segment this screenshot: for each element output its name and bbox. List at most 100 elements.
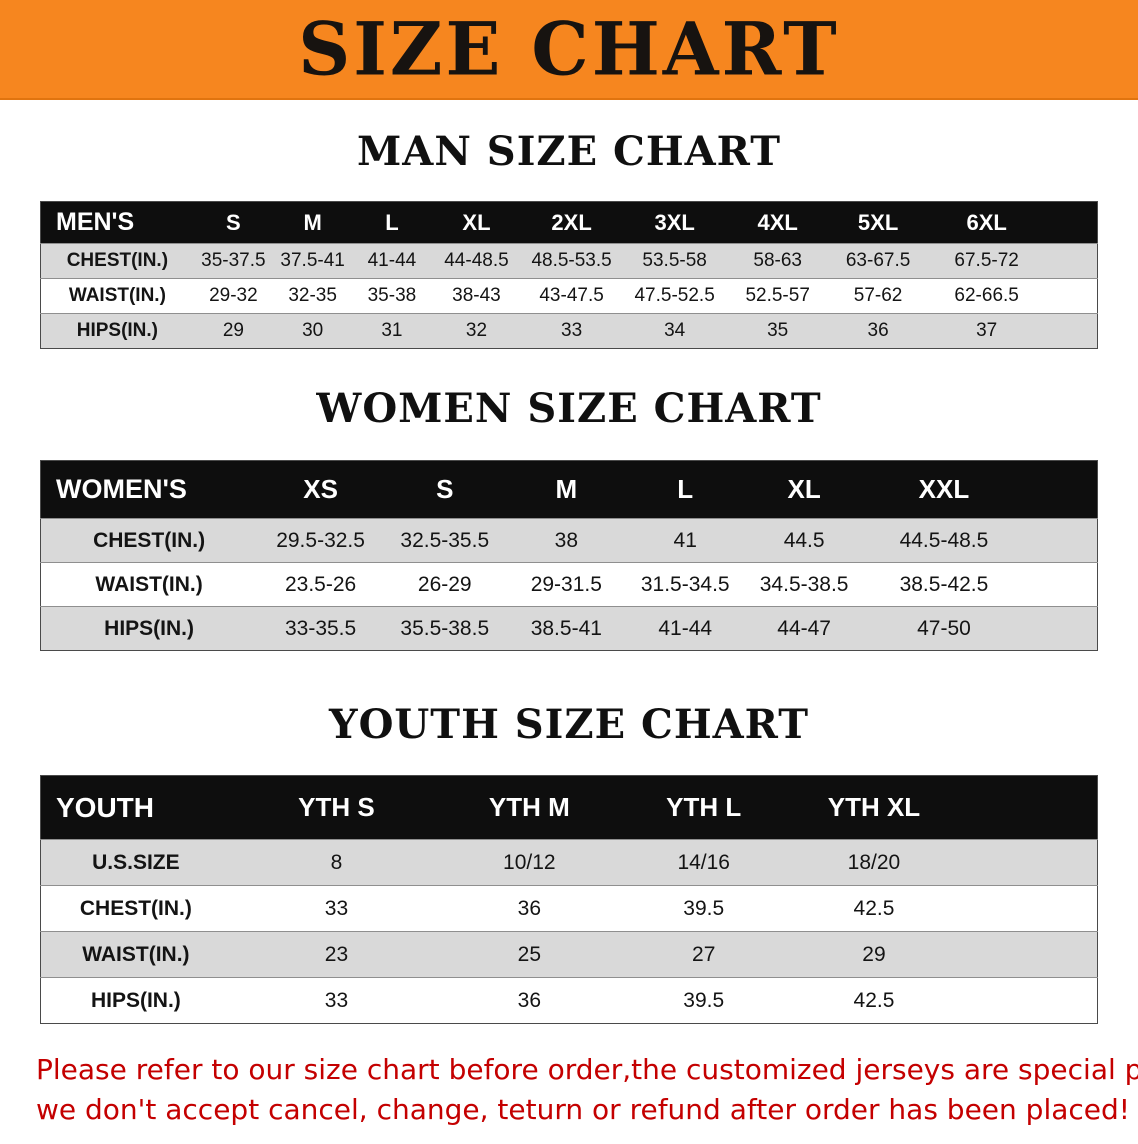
- size-column-header: S: [384, 460, 506, 519]
- men-size-chart-heading: MAN SIZE CHART: [357, 128, 781, 175]
- table-title-cell: WOMEN'S: [40, 460, 258, 519]
- youth-size-chart-section: YOUTH SIZE CHART YOUTH YTH S YTH M YTH L YTH…: [0, 701, 1138, 1024]
- size-column-header: L: [352, 201, 432, 244]
- size-value-cell: 27: [616, 931, 791, 978]
- table-row: CHEST(IN.) 33 36 39.5 42.5: [40, 885, 1098, 932]
- size-value-cell: 37: [928, 313, 1098, 349]
- size-value-cell: 33: [230, 977, 443, 1024]
- size-chart-content: MAN SIZE CHART MEN'S S M L XL 2XL 3XL 4XL 5XL 6XL…: [0, 128, 1138, 1024]
- size-value-cell: 18/20: [790, 839, 1098, 886]
- size-value-cell: 48.5-53.5: [521, 243, 622, 279]
- size-value-cell: 25: [442, 931, 617, 978]
- size-column-header: S: [193, 201, 274, 244]
- size-column-header: YTH M: [442, 775, 617, 840]
- row-label-cell: HIPS(IN.): [40, 977, 231, 1024]
- youth-size-table: YOUTH YTH S YTH M YTH L YTH XL U.S.SIZE 8 10/12…: [40, 775, 1098, 1024]
- size-value-cell: 39.5: [616, 977, 791, 1024]
- size-value-cell: 29.5-32.5: [257, 518, 384, 563]
- size-column-header: YTH L: [616, 775, 791, 840]
- size-value-cell: 38: [505, 518, 628, 563]
- table-header-row: MEN'S S M L XL 2XL 3XL 4XL 5XL 6XL: [40, 201, 1098, 244]
- size-column-header: M: [273, 201, 353, 244]
- table-header-row: WOMEN'S XS S M L XL XXL: [40, 460, 1098, 519]
- men-size-table: MEN'S S M L XL 2XL 3XL 4XL 5XL 6XL CHEST(IN.) 35-37…: [40, 201, 1098, 349]
- row-label-cell: U.S.SIZE: [40, 839, 231, 886]
- size-column-header: YTH XL: [790, 775, 1098, 840]
- size-value-cell: 47.5-52.5: [621, 278, 728, 314]
- men-size-chart-section: MAN SIZE CHART MEN'S S M L XL 2XL 3XL 4XL 5XL 6XL…: [0, 128, 1138, 349]
- table-title-cell: YOUTH: [40, 775, 231, 840]
- size-value-cell: 33: [521, 313, 622, 349]
- size-column-header: YTH S: [230, 775, 443, 840]
- size-column-header: XL: [431, 201, 522, 244]
- women-size-chart-heading: WOMEN SIZE CHART: [316, 385, 822, 432]
- size-value-cell: 23.5-26: [257, 562, 384, 607]
- size-value-cell: 34.5-38.5: [743, 562, 865, 607]
- size-value-cell: 23: [230, 931, 443, 978]
- women-size-chart-section: WOMEN SIZE CHART WOMEN'S XS S M L XL XXL CHEST(…: [0, 385, 1138, 651]
- size-chart-banner: SIZE CHART: [0, 0, 1138, 100]
- size-value-cell: 33-35.5: [257, 606, 384, 651]
- size-value-cell: 44.5: [743, 518, 865, 563]
- women-size-table: WOMEN'S XS S M L XL XXL CHEST(IN.) 29.5-32.5 32.5…: [40, 460, 1098, 651]
- size-value-cell: 34: [621, 313, 728, 349]
- table-row: CHEST(IN.) 29.5-32.5 32.5-35.5 38 41 44.5 44.5…: [40, 518, 1098, 563]
- table-row: WAIST(IN.) 23 25 27 29: [40, 931, 1098, 978]
- table-row: WAIST(IN.) 23.5-26 26-29 29-31.5 31.5-34.5 34…: [40, 562, 1098, 607]
- size-value-cell: 31: [352, 313, 432, 349]
- size-value-cell: 44-48.5: [431, 243, 522, 279]
- size-value-cell: 14/16: [616, 839, 791, 886]
- size-value-cell: 39.5: [616, 885, 791, 932]
- table-row: U.S.SIZE 8 10/12 14/16 18/20: [40, 839, 1098, 886]
- size-value-cell: 58-63: [727, 243, 828, 279]
- size-value-cell: 26-29: [384, 562, 506, 607]
- youth-size-chart-heading: YOUTH SIZE CHART: [329, 701, 809, 748]
- size-value-cell: 63-67.5: [827, 243, 929, 279]
- size-value-cell: 44.5-48.5: [864, 518, 1098, 563]
- row-label-cell: WAIST(IN.): [40, 562, 258, 607]
- size-value-cell: 52.5-57: [727, 278, 828, 314]
- size-value-cell: 41: [627, 518, 744, 563]
- size-value-cell: 32: [431, 313, 522, 349]
- table-row: HIPS(IN.) 33-35.5 35.5-38.5 38.5-41 41-44 44-…: [40, 606, 1098, 651]
- table-header-row: YOUTH YTH S YTH M YTH L YTH XL: [40, 775, 1098, 840]
- size-column-header: 3XL: [621, 201, 728, 244]
- size-column-header: 6XL: [928, 201, 1098, 244]
- size-value-cell: 44-47: [743, 606, 865, 651]
- size-value-cell: 36: [827, 313, 929, 349]
- size-value-cell: 37.5-41: [273, 243, 353, 279]
- row-label-cell: HIPS(IN.): [40, 313, 194, 349]
- size-value-cell: 29-32: [193, 278, 274, 314]
- size-value-cell: 36: [442, 977, 617, 1024]
- size-value-cell: 32.5-35.5: [384, 518, 506, 563]
- size-value-cell: 29: [790, 931, 1098, 978]
- disclaimer-line-2: we don't accept cancel, change, teturn o…: [36, 1093, 1131, 1126]
- size-value-cell: 35-38: [352, 278, 432, 314]
- size-value-cell: 36: [442, 885, 617, 932]
- size-value-cell: 8: [230, 839, 443, 886]
- size-value-cell: 32-35: [273, 278, 353, 314]
- size-value-cell: 67.5-72: [928, 243, 1098, 279]
- size-value-cell: 31.5-34.5: [627, 562, 744, 607]
- size-value-cell: 35-37.5: [193, 243, 274, 279]
- table-row: WAIST(IN.) 29-32 32-35 35-38 38-43 43-47.5 47.…: [40, 278, 1098, 314]
- size-value-cell: 29: [193, 313, 274, 349]
- size-value-cell: 41-44: [627, 606, 744, 651]
- page-title: SIZE CHART: [298, 5, 840, 92]
- row-label-cell: CHEST(IN.): [40, 885, 231, 932]
- row-label-cell: HIPS(IN.): [40, 606, 258, 651]
- row-label-cell: WAIST(IN.): [40, 278, 194, 314]
- size-value-cell: 62-66.5: [928, 278, 1098, 314]
- size-value-cell: 35: [727, 313, 828, 349]
- size-value-cell: 38-43: [431, 278, 522, 314]
- size-value-cell: 42.5: [790, 885, 1098, 932]
- size-column-header: XS: [257, 460, 384, 519]
- disclaimer: Please refer to our size chart before or…: [0, 1050, 1138, 1144]
- size-value-cell: 47-50: [864, 606, 1098, 651]
- table-row: HIPS(IN.) 29 30 31 32 33 34 35 36 37: [40, 313, 1098, 349]
- size-value-cell: 57-62: [827, 278, 929, 314]
- size-column-header: 5XL: [827, 201, 929, 244]
- size-column-header: XXL: [864, 460, 1098, 519]
- size-column-header: 2XL: [521, 201, 622, 244]
